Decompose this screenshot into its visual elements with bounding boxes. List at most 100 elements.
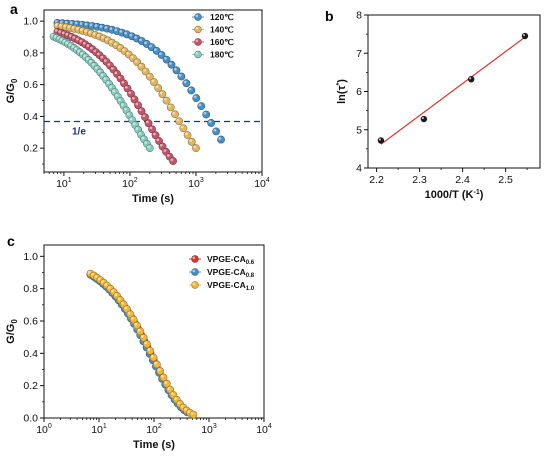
panel-c-legend-label: VPGE-CA0.8 — [207, 267, 255, 279]
panel-b-y-tick-label: 4 — [356, 163, 362, 175]
panel-c-x-tick-label: 103 — [201, 423, 217, 436]
panel-a-data-point — [187, 137, 196, 146]
panel-c-chart: 100 101 102 103 104 0.0 0.2 0.4 0.6 0.8 1.0 G/G0 Tim… — [5, 233, 272, 451]
panel-a-letter: a — [10, 1, 18, 17]
panel-b-y-tick-label: 5 — [356, 124, 362, 136]
panel-a-data-point — [187, 86, 196, 95]
panel-a-legend: 120℃ 140℃ 160℃ 180℃ — [192, 12, 234, 60]
panel-a-legend-marker — [194, 13, 202, 21]
panel-c-x-tick-label: 100 — [36, 423, 52, 436]
panel-a-data-point — [202, 110, 211, 119]
panel-a-data-point — [217, 135, 225, 144]
panel-a-data-point — [183, 131, 192, 140]
panel-a-y-tick-label: 0.4 — [23, 111, 38, 123]
panel-a-legend-marker — [194, 25, 202, 34]
panel-a-series-4 — [49, 32, 154, 153]
panel-a-data-point — [197, 102, 206, 111]
panel-a-legend-marker — [194, 38, 202, 46]
panel-a-x-tick-label: 103 — [188, 177, 204, 190]
panel-a-legend-label: 140℃ — [210, 25, 234, 35]
panel-a-series-2 — [53, 22, 200, 153]
panel-c-legend-marker — [191, 281, 199, 289]
panel-b-data-point — [420, 115, 428, 123]
panel-c-data-point — [139, 333, 148, 342]
panel-a-data-point — [162, 96, 171, 105]
panel-a-data-point — [207, 119, 216, 127]
panel-c-data-point — [143, 340, 151, 349]
panel-b-x-tick-label: 2.5 — [498, 174, 513, 186]
panel-a-plot-frame — [43, 9, 263, 173]
panel-b-data-point — [377, 137, 385, 144]
panel-c-legend-label: VPGE-CA1.0 — [207, 280, 255, 292]
panel-b-y-tick-label: 6 — [356, 86, 362, 98]
panel-c-x-tick-label: 101 — [91, 423, 107, 436]
panel-c-x-axis-label: Time (s) — [133, 439, 175, 451]
panel-a-series-3 — [53, 27, 177, 165]
panel-a-legend-label: 120℃ — [210, 12, 234, 22]
panel-a-data-point — [175, 117, 184, 126]
panel-a-data-point — [167, 60, 176, 69]
panel-c-series-3 — [86, 269, 198, 419]
panel-a-chart: 101 102 103 104 0.2 0.4 0.6 0.8 1.0 G/G0 Time (s) 1… — [5, 1, 270, 205]
panel-a-x-tick-label: 102 — [122, 177, 138, 190]
panel-c-x-tick-label: 102 — [146, 423, 162, 436]
panel-a-y-tick-label: 0.2 — [23, 143, 38, 155]
panel-a-y-axis-label: G/G0 — [5, 78, 19, 103]
panel-a-x-tick-label: 104 — [254, 177, 270, 190]
panel-a-y-tick-label: 0.8 — [23, 47, 38, 59]
panel-c-data-point — [146, 346, 155, 355]
panel-b-x-tick-label: 2.4 — [455, 174, 470, 186]
panel-c-y-tick-label: 0.4 — [23, 348, 38, 360]
panel-a-data-point — [154, 84, 163, 92]
panel-a-data-point — [179, 124, 188, 133]
panel-c-y-tick-label: 0.6 — [23, 315, 38, 327]
panel-b-data-point — [521, 32, 529, 40]
panel-c-y-tick-label: 0.0 — [23, 413, 38, 425]
panel-a-data-point — [192, 94, 201, 102]
panel-b-plot-frame — [367, 14, 541, 169]
panel-a-data-point — [166, 103, 175, 112]
panel-a-x-axis-label: Time (s) — [132, 193, 174, 205]
panel-b-data-point — [468, 76, 475, 83]
panel-b-y-tick-label: 8 — [356, 10, 362, 22]
panel-c-y-tick-label: 0.8 — [23, 283, 38, 295]
panel-b-x-tick-label: 2.2 — [369, 174, 384, 186]
panel-c-legend-marker — [191, 255, 199, 263]
panel-a-data-point — [182, 79, 191, 88]
panel-c-y-tick-label: 0.2 — [23, 380, 38, 392]
panel-a-data-point — [192, 144, 200, 153]
panel-c-data-point — [156, 367, 165, 375]
panel-a-y-tick-label: 1.0 — [23, 16, 38, 28]
panel-c-data-point — [189, 410, 198, 419]
panel-c-data-point — [149, 353, 158, 362]
panel-a-data-point — [171, 110, 179, 119]
panel-a-data-point — [172, 66, 181, 75]
panel-b-x-tick-label: 2.3 — [412, 174, 427, 186]
panel-a-data-point — [177, 72, 186, 81]
panel-b-y-tick-label: 7 — [356, 48, 362, 60]
panel-c-legend-label: VPGE-CA0.6 — [207, 254, 255, 266]
panel-c-legend-marker — [191, 268, 199, 276]
panel-a-legend-label: 160℃ — [210, 37, 234, 47]
panel-a-data-point — [212, 127, 221, 136]
panel-a-x-tick-label: 101 — [56, 177, 72, 190]
panel-a-reference-label: 1/e — [72, 126, 86, 137]
panel-b-fit-line — [380, 36, 526, 145]
panel-a-y-tick-label: 0.6 — [23, 79, 38, 91]
panel-c-y-tick-label: 1.0 — [23, 251, 38, 263]
panel-b-x-axis-label: 1000/T (K-1) — [425, 189, 484, 201]
panel-a-data-point — [158, 90, 167, 99]
panel-a-data-point — [169, 157, 177, 165]
panel-a-legend-marker — [194, 50, 202, 59]
panel-c-data-point — [152, 360, 161, 369]
panel-b-chart: 2.2 2.3 2.4 2.5 4 5 6 7 8 ln(τ*) 1000/T (K-1) b — [325, 8, 541, 201]
panel-c-x-tick-label: 104 — [256, 423, 272, 436]
panel-b-letter: b — [325, 8, 334, 24]
panel-c-letter: c — [7, 233, 15, 249]
panel-b-y-axis-label: ln(τ*) — [336, 79, 348, 104]
panel-c-y-axis-label: G/G0 — [5, 319, 19, 344]
panel-a-legend-label: 180℃ — [210, 50, 234, 60]
panel-a-data-point — [145, 144, 154, 153]
